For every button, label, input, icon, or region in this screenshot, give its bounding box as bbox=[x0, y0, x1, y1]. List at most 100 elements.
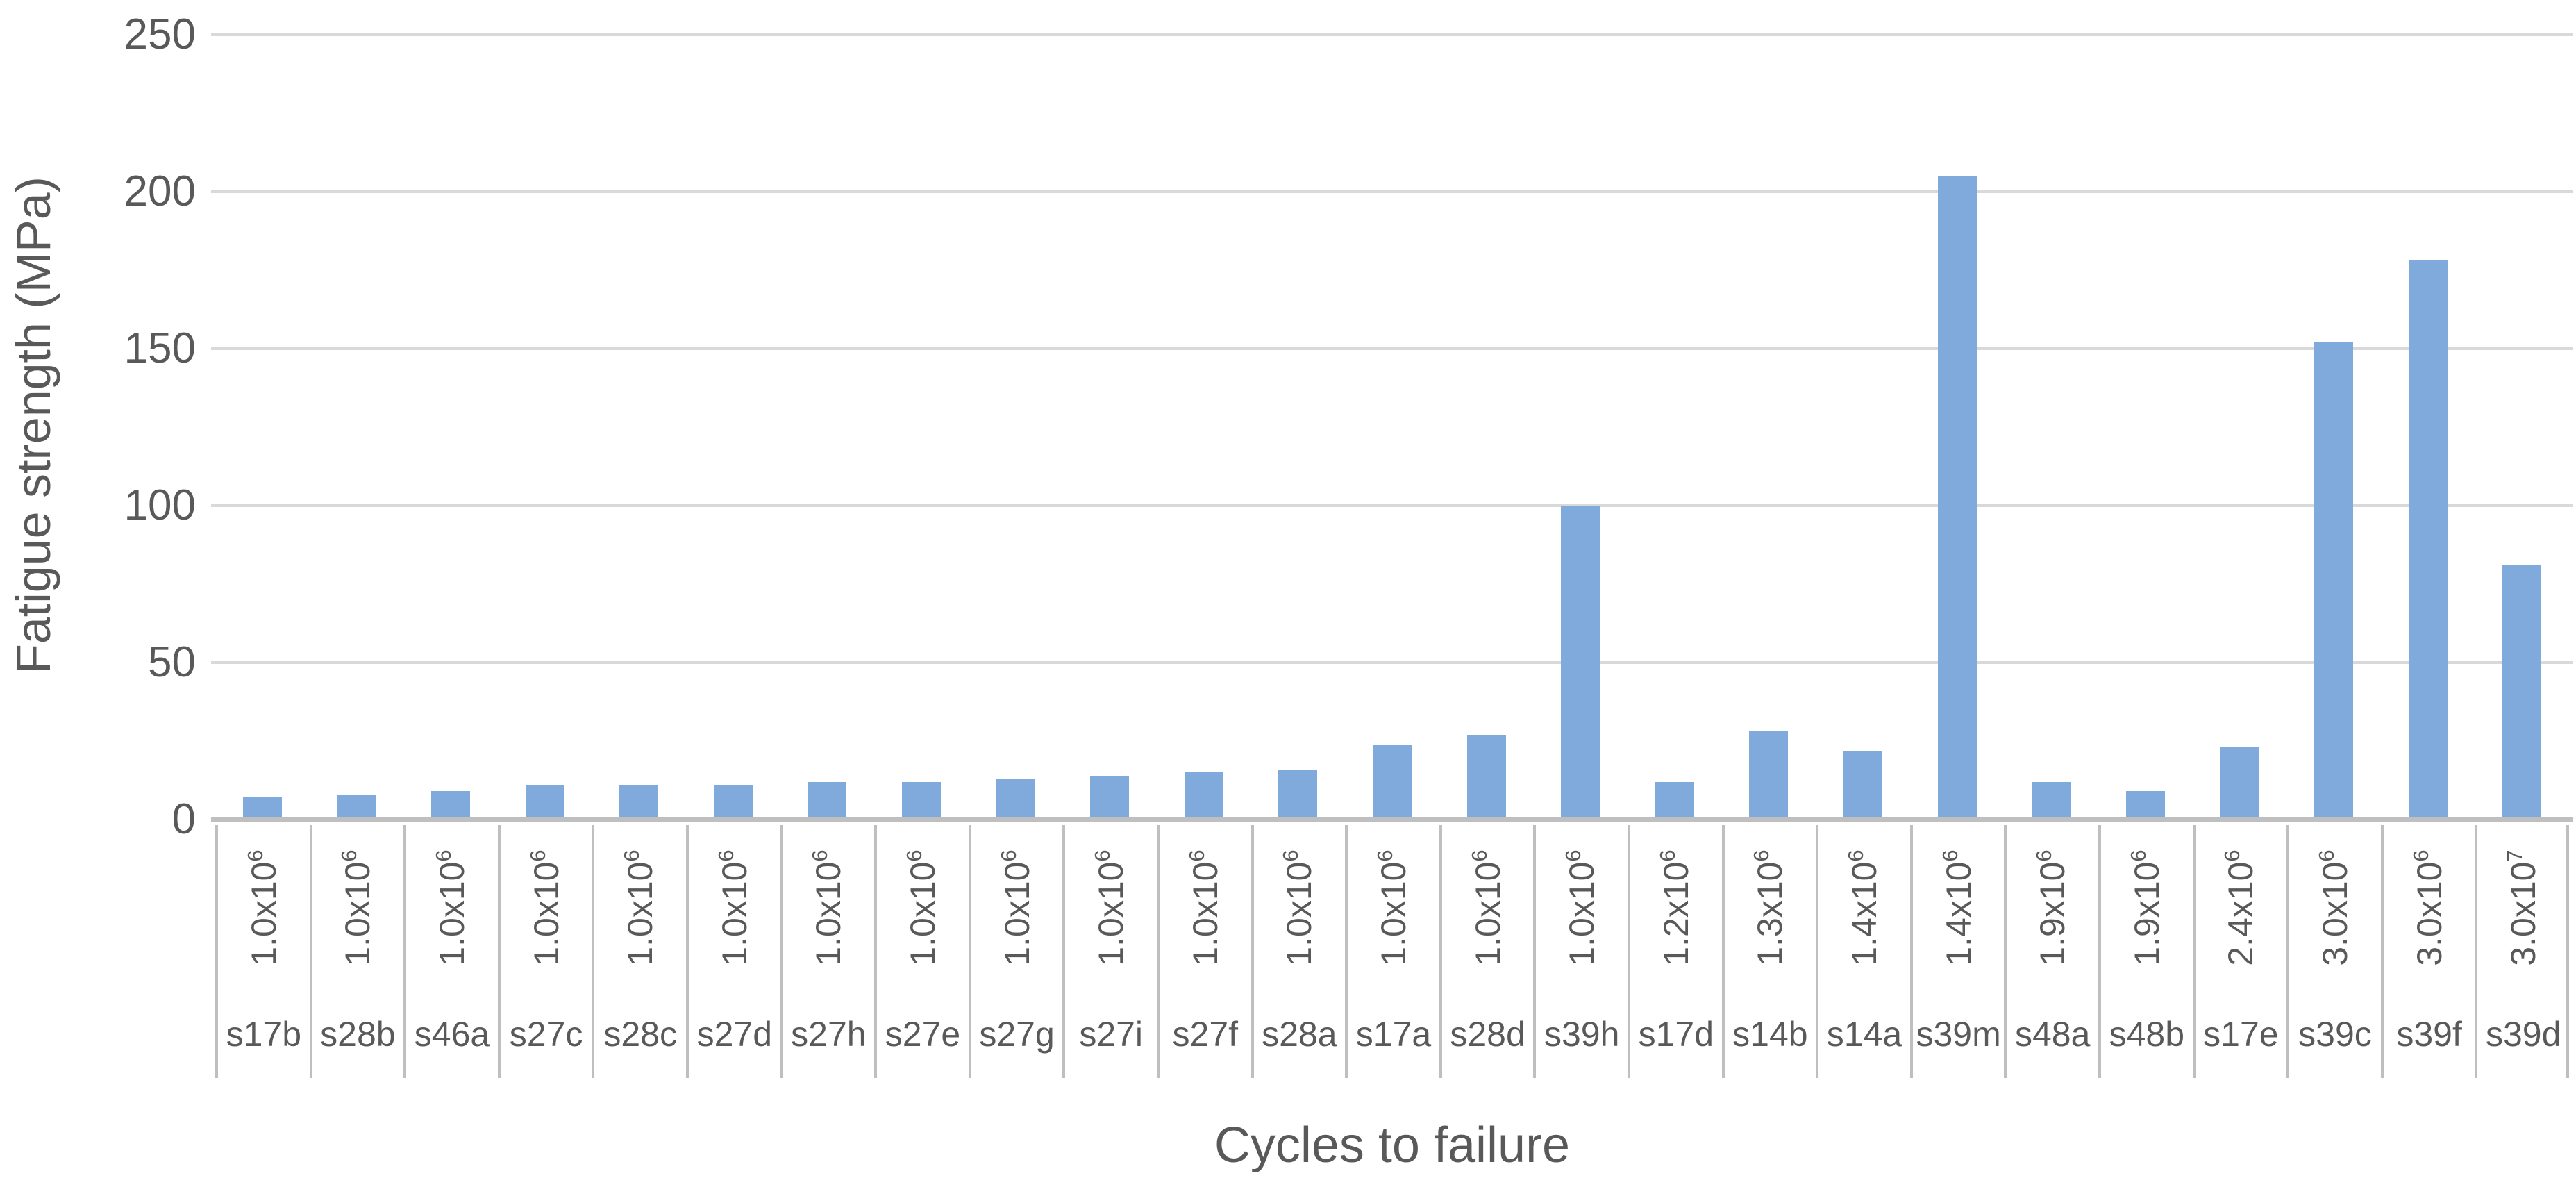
category-cycles-cell: 1.2x106 bbox=[1628, 825, 1722, 990]
category-cycles-label: 1.0x106 bbox=[902, 849, 943, 966]
category-specimen-cell: s39h bbox=[1533, 990, 1628, 1078]
category-specimen-label: s27i bbox=[1079, 1015, 1144, 1054]
category-specimen-label: s27c bbox=[509, 1015, 583, 1054]
category-cycles-cell: 1.4x106 bbox=[1816, 825, 1910, 990]
cycles-exponent: 6 bbox=[242, 849, 267, 862]
category-cycles-cell: 1.0x106 bbox=[215, 825, 310, 990]
cycles-exponent: 6 bbox=[808, 849, 833, 862]
bar-s17b bbox=[242, 797, 282, 820]
gridline-200 bbox=[211, 190, 2573, 193]
cycles-mantissa: 1.0x10 bbox=[1185, 861, 1225, 966]
cycles-exponent: 6 bbox=[619, 849, 644, 862]
cycles-exponent: 6 bbox=[713, 849, 738, 862]
bar-s14b bbox=[1749, 731, 1789, 820]
cycles-mantissa: 1.0x10 bbox=[1280, 861, 1319, 966]
category-specimen-cell: s17a bbox=[1345, 990, 1439, 1078]
category-cycles-cell: 1.9x106 bbox=[2004, 825, 2098, 990]
category-cycles-cell: 3.0x107 bbox=[2475, 825, 2569, 990]
bar-s27g bbox=[996, 779, 1035, 820]
category-specimen-label: s27e bbox=[885, 1015, 961, 1054]
gridline-100 bbox=[211, 504, 2573, 507]
cycles-mantissa: 1.0x10 bbox=[244, 861, 283, 966]
cycles-mantissa: 1.3x10 bbox=[1750, 861, 1790, 966]
category-cycles-cell: 1.0x106 bbox=[309, 825, 404, 990]
category-specimen-cell: s28b bbox=[309, 990, 404, 1078]
category-specimen-cell: s17b bbox=[215, 990, 310, 1078]
bar-s27f bbox=[1184, 772, 1223, 820]
bar-s39f bbox=[2408, 260, 2448, 820]
category-specimen-label: s27f bbox=[1172, 1015, 1239, 1054]
category-specimen-label: s17a bbox=[1355, 1015, 1432, 1054]
category-cycles-label: 1.0x106 bbox=[1467, 849, 1508, 965]
category-cycles-label: 3.0x107 bbox=[2502, 849, 2543, 965]
cycles-exponent: 6 bbox=[1278, 849, 1303, 862]
category-cycles-cell: 2.4x106 bbox=[2192, 825, 2287, 990]
category-specimen-cell: s39c bbox=[2286, 990, 2381, 1078]
category-specimen-label: s28a bbox=[1262, 1015, 1337, 1054]
bar-s39m bbox=[1937, 176, 1977, 820]
category-cycles-cell: 1.4x106 bbox=[1909, 825, 2005, 990]
category-cycles-label: 1.0x106 bbox=[431, 849, 472, 966]
category-specimen-label: s28d bbox=[1450, 1015, 1525, 1054]
x-axis-title: Cycles to failure bbox=[1214, 1118, 1571, 1173]
cycles-exponent: 6 bbox=[1372, 849, 1397, 862]
category-cycles-cell: 1.0x106 bbox=[1533, 825, 1628, 990]
cycles-exponent: 6 bbox=[1843, 849, 1868, 862]
cycles-mantissa: 1.0x10 bbox=[1373, 861, 1413, 966]
x-axis-line bbox=[211, 817, 2573, 822]
bar-s27d bbox=[713, 785, 753, 820]
bar-s27h bbox=[808, 781, 847, 820]
y-tick-label-200: 200 bbox=[124, 167, 196, 215]
bar-s28c bbox=[619, 785, 659, 820]
category-cycles-label: 1.0x106 bbox=[337, 849, 378, 965]
category-specimen-cell: s48a bbox=[2004, 990, 2098, 1078]
cycles-mantissa: 1.9x10 bbox=[2127, 861, 2166, 966]
category-cycles-cell: 1.3x106 bbox=[1721, 825, 1816, 990]
cycles-mantissa: 2.4x10 bbox=[2221, 861, 2261, 966]
cycles-exponent: 6 bbox=[1655, 849, 1680, 862]
cycles-exponent: 6 bbox=[2314, 849, 2339, 862]
category-specimen-label: s14b bbox=[1732, 1015, 1808, 1054]
bar-s39h bbox=[1561, 506, 1600, 820]
cycles-mantissa: 3.0x10 bbox=[2315, 861, 2355, 966]
category-cycles-label: 3.0x106 bbox=[2314, 849, 2355, 966]
category-cycles-cell: 1.0x106 bbox=[968, 825, 1063, 990]
category-cycles-cell: 1.0x106 bbox=[1345, 825, 1439, 990]
category-specimen-cell: s39m bbox=[1909, 990, 2005, 1078]
bar-s48a bbox=[2032, 781, 2071, 820]
category-specimen-label: s46a bbox=[414, 1015, 490, 1054]
y-axis-title: Fatigue strength (MPa) bbox=[6, 176, 60, 674]
category-specimen-label: s17b bbox=[226, 1015, 302, 1054]
category-specimen-label: s28c bbox=[603, 1015, 677, 1054]
cycles-mantissa: 1.0x10 bbox=[526, 861, 566, 966]
category-cycles-label: 1.0x106 bbox=[526, 849, 567, 965]
category-cycles-cell: 1.9x106 bbox=[2098, 825, 2193, 990]
bar-s46a bbox=[431, 791, 470, 820]
cycles-exponent: 6 bbox=[2032, 849, 2057, 862]
bar-s27e bbox=[902, 781, 941, 820]
cycles-mantissa: 1.0x10 bbox=[903, 861, 942, 966]
bar-s17e bbox=[2220, 747, 2259, 820]
cycles-mantissa: 1.0x10 bbox=[997, 861, 1037, 966]
category-specimen-label: s39h bbox=[1544, 1015, 1620, 1054]
cycles-exponent: 7 bbox=[2502, 849, 2527, 862]
category-cycles-cell: 1.0x106 bbox=[1062, 825, 1157, 990]
bar-s17a bbox=[1373, 744, 1412, 820]
cycles-mantissa: 1.4x10 bbox=[1939, 861, 1978, 966]
cycles-mantissa: 1.0x10 bbox=[432, 861, 471, 966]
category-cycles-cell: 1.0x106 bbox=[686, 825, 780, 990]
cycles-mantissa: 3.0x10 bbox=[2409, 861, 2449, 966]
bar-s28b bbox=[337, 794, 376, 820]
category-cycles-label: 1.0x106 bbox=[1278, 849, 1319, 966]
category-cycles-cell: 1.0x106 bbox=[1251, 825, 1346, 990]
category-specimen-cell: s17d bbox=[1628, 990, 1722, 1078]
bar-s17d bbox=[1655, 781, 1694, 820]
gridline-150 bbox=[211, 347, 2573, 350]
bar-s28d bbox=[1466, 734, 1506, 820]
cycles-mantissa: 1.4x10 bbox=[1844, 861, 1884, 966]
category-specimen-label: s48a bbox=[2014, 1015, 2091, 1054]
category-specimen-cell: s27c bbox=[497, 990, 592, 1078]
gridline-250 bbox=[211, 33, 2573, 36]
category-specimen-cell: s28a bbox=[1251, 990, 1346, 1078]
cycles-mantissa: 1.0x10 bbox=[621, 861, 660, 966]
